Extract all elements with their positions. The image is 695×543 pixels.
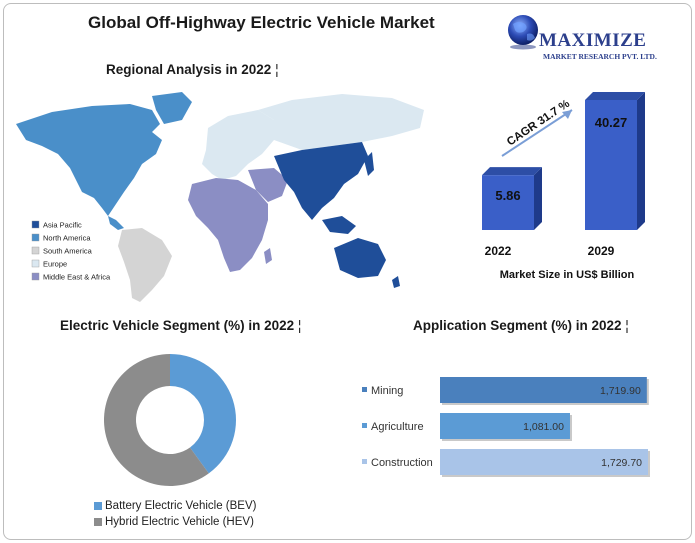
market-size-chart: 5.86 2022 40.27 2029 CAGR 31.7 % Market Siz… (482, 92, 645, 281)
map-legend-label-4: Middle East & Africa (43, 273, 111, 282)
app-bar-0 (440, 377, 647, 403)
map-legend: Asia Pacific North America South America Eu… (31, 220, 111, 282)
market-category-0: 2022 (485, 244, 512, 258)
app-value-0: 1,719.90 (600, 385, 641, 397)
market-bar-top-1 (585, 92, 645, 100)
hev-swatch (94, 518, 102, 526)
app-category-1: Agriculture (371, 421, 424, 433)
regional-title: Regional Analysis in 2022 ¦ (106, 62, 279, 77)
map-legend-label-1: North America (43, 234, 91, 243)
map-legend-swatch-4 (31, 272, 40, 281)
app-bar-2 (440, 449, 648, 475)
map-australia (334, 238, 386, 278)
bev-swatch (94, 502, 102, 510)
map-legend-label-2: South America (43, 247, 93, 256)
map-south-america (118, 228, 172, 302)
app-bar-1 (440, 413, 570, 439)
market-bar-value-0: 5.86 (495, 188, 520, 203)
app-marker-1 (362, 423, 367, 428)
app-value-1: 1,081.00 (523, 421, 564, 433)
map-legend-swatch-0 (31, 220, 40, 229)
globe-icon (508, 15, 538, 50)
application-title: Application Segment (%) in 2022 ¦ (413, 318, 629, 333)
map-europe (202, 110, 274, 180)
application-chart: Mining 1,719.90 Agriculture 1,081.00 Constru… (362, 377, 650, 477)
pie-slice-1 (103, 354, 209, 486)
logo-name: MAXIMIZE (539, 30, 647, 51)
map-legend-swatch-3 (31, 259, 40, 268)
map-asia-pacific (274, 142, 368, 220)
app-category-0: Mining (371, 385, 403, 397)
map-north-america (16, 104, 162, 216)
page-title: Global Off-Highway Electric Vehicle Mark… (88, 13, 435, 32)
pie-legend-bev: Battery Electric Vehicle (BEV) (94, 500, 256, 512)
app-marker-0 (362, 387, 367, 392)
map-legend-label-0: Asia Pacific (43, 221, 82, 230)
app-marker-2 (362, 459, 367, 464)
map-greenland (152, 92, 192, 124)
market-bar-0 (482, 175, 534, 230)
map-legend-swatch-2 (31, 246, 40, 255)
market-bar-side-1 (637, 92, 645, 230)
ev-segment-pie (103, 354, 236, 486)
app-value-2: 1,729.70 (601, 457, 642, 469)
pie-title: Electric Vehicle Segment (%) in 2022 ¦ (60, 318, 302, 333)
cagr-arrow-line (501, 109, 573, 157)
map-africa (188, 178, 268, 272)
map-middle-east (248, 168, 288, 202)
map-legend-swatch-1 (31, 233, 40, 242)
pie-legend-hev: Hybrid Electric Vehicle (HEV) (94, 516, 254, 528)
cagr-annotation: CAGR 31.7 % (505, 98, 572, 149)
cagr-arrow-head (562, 110, 572, 119)
market-xlabel: Market Size in US$ Billion (500, 269, 635, 281)
logo: MAXIMIZE MARKET RESEARCH PVT. LTD. (505, 8, 690, 68)
market-bar-top-0 (482, 167, 542, 176)
map-legend-label-3: Europe (43, 260, 67, 269)
market-category-1: 2029 (588, 244, 615, 258)
app-category-2: Construction (371, 457, 433, 469)
logo-tagline: MARKET RESEARCH PVT. LTD. (543, 52, 657, 61)
world-map: Asia Pacific North America South America Eu… (16, 92, 424, 302)
market-bar-1 (585, 100, 637, 230)
market-bar-value-1: 40.27 (595, 115, 628, 130)
pie-slice-0 (170, 354, 236, 474)
map-russia (258, 94, 424, 150)
market-bar-side-0 (534, 167, 542, 230)
